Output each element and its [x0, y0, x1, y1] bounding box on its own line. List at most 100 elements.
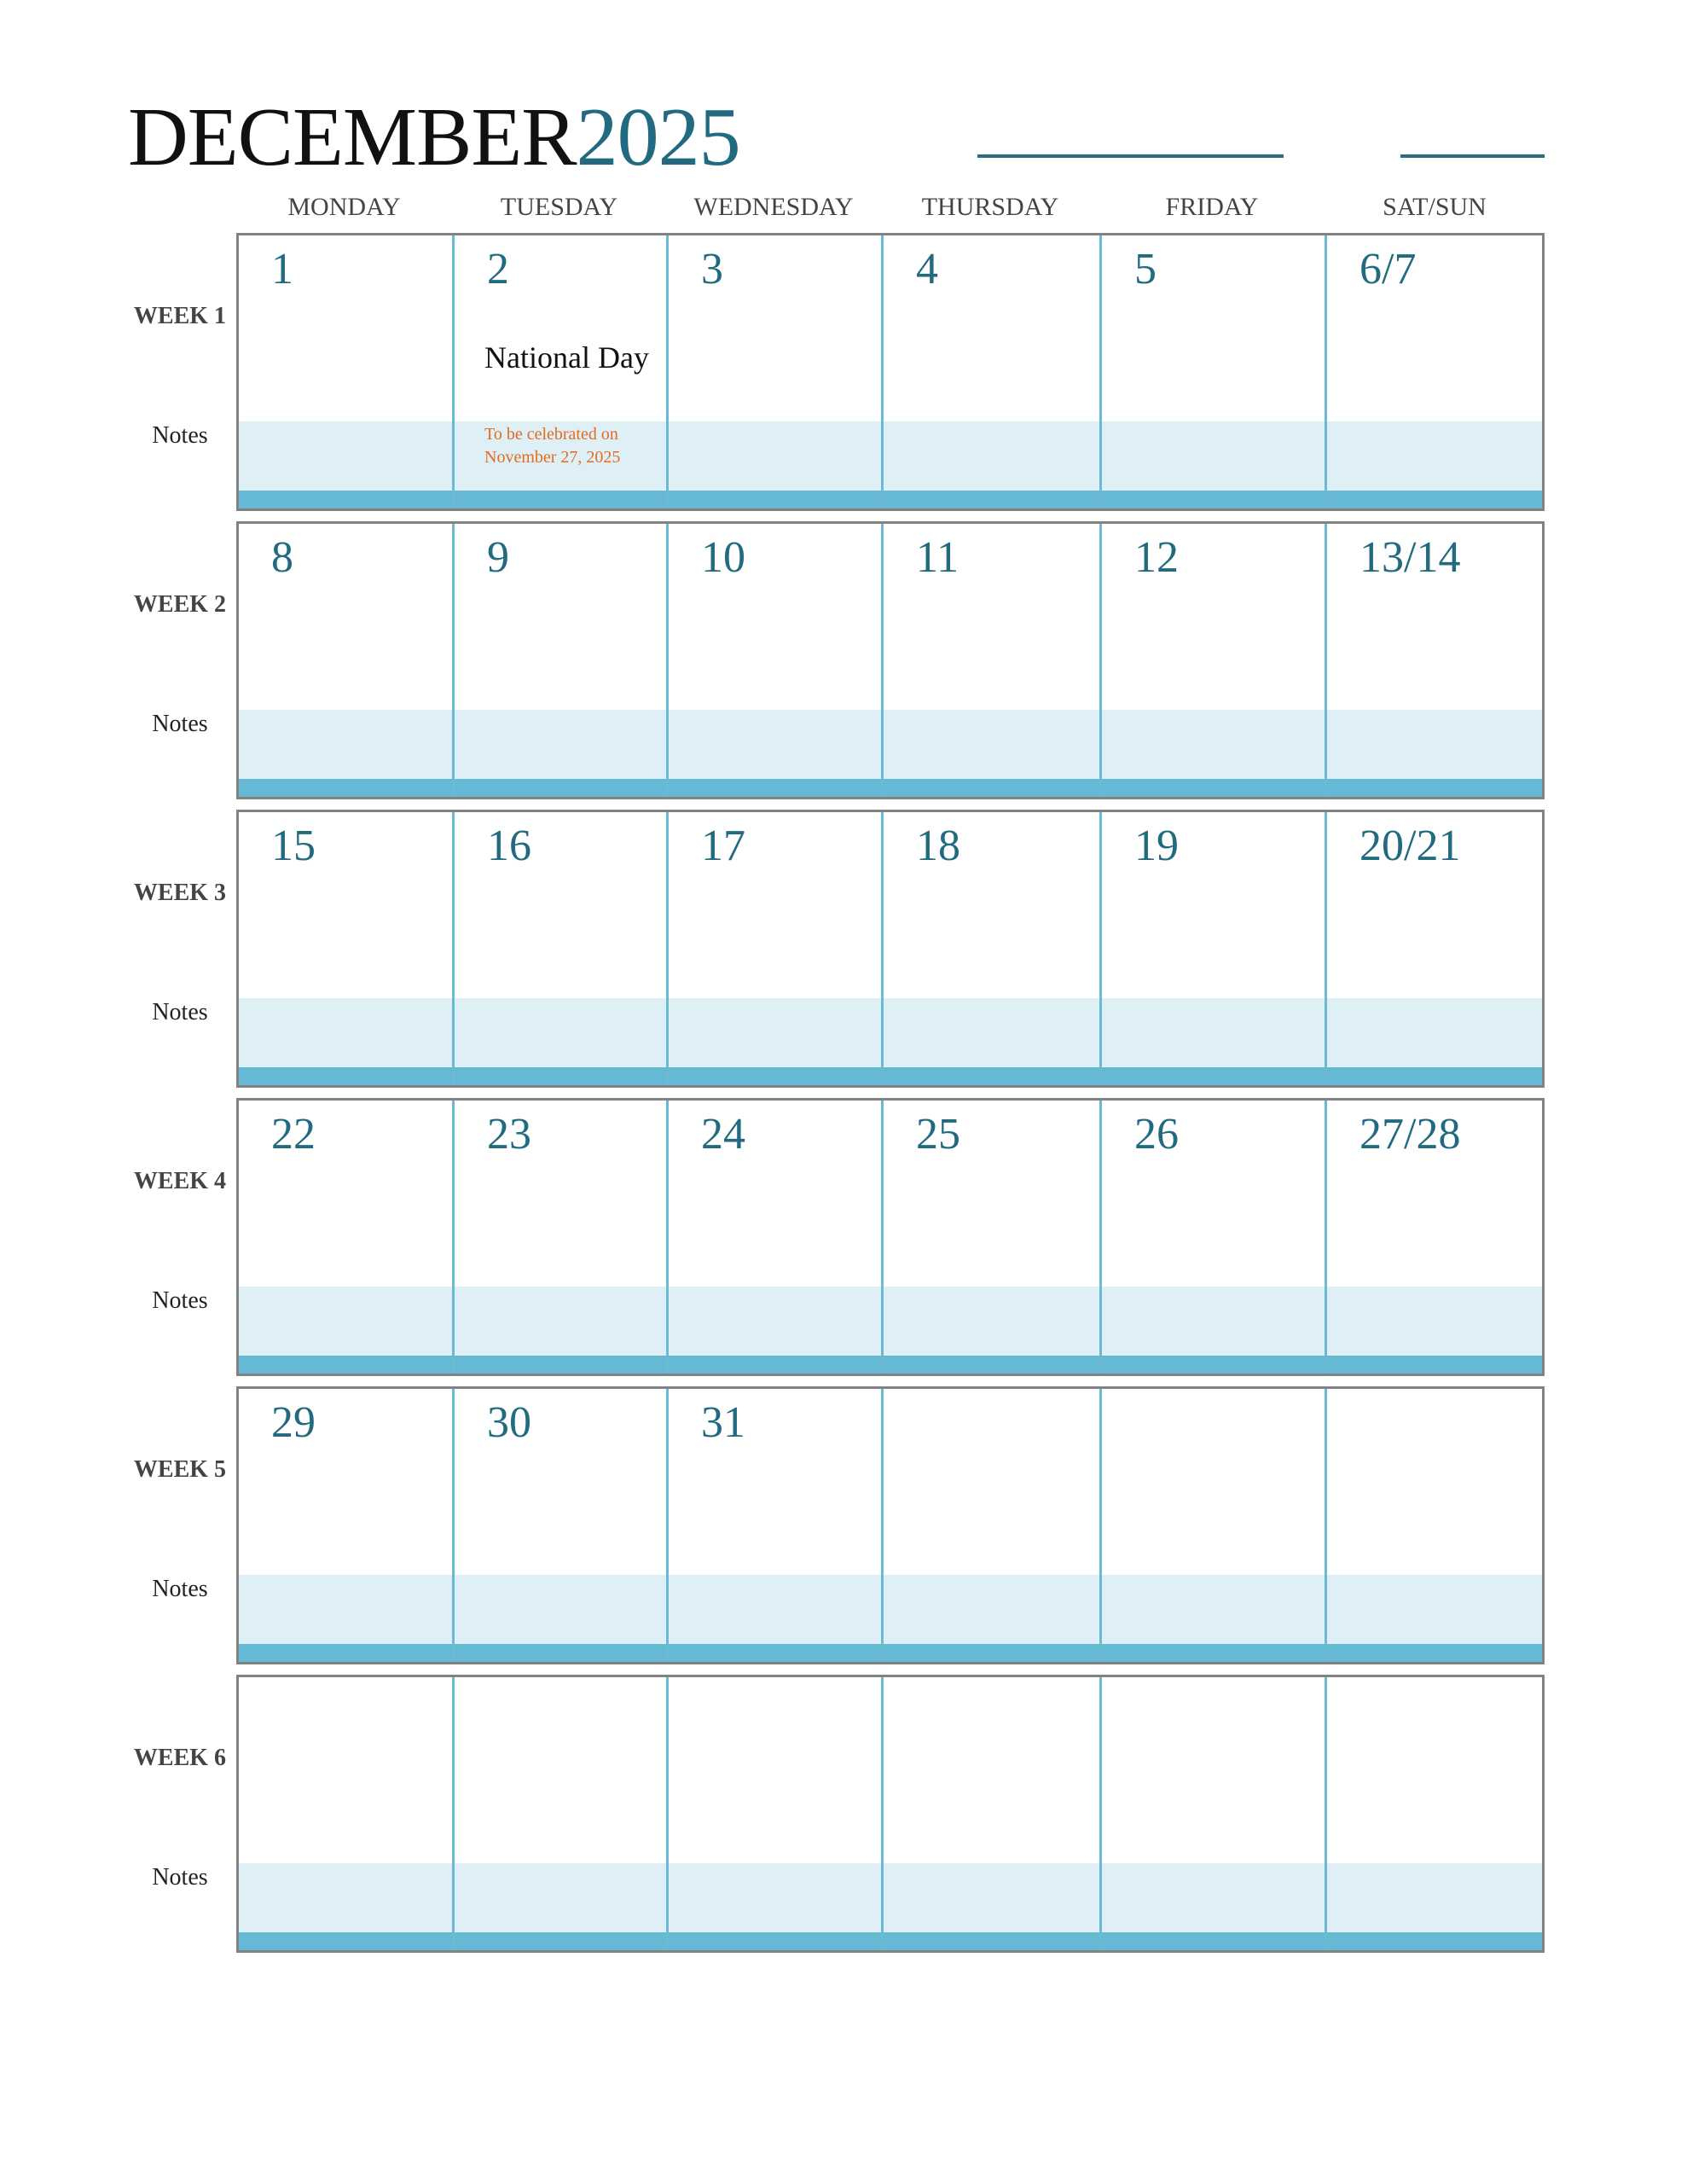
- day-number[interactable]: 10: [701, 533, 745, 582]
- column-divider: [452, 524, 455, 797]
- week-bar: [239, 779, 1542, 797]
- week-row: 1 2 3 4 5 6/7: [236, 233, 1545, 511]
- column-divider: [666, 1389, 669, 1662]
- column-divider: [1099, 524, 1102, 797]
- notes-band[interactable]: [239, 1575, 1542, 1647]
- week-bar: [239, 1644, 1542, 1662]
- title-year: 2025: [576, 91, 741, 183]
- day-number[interactable]: 16: [487, 822, 531, 870]
- notes-label: Notes: [152, 999, 208, 1025]
- column-divider: [452, 1389, 455, 1662]
- day-number[interactable]: 31: [701, 1398, 745, 1447]
- column-divider: [881, 524, 884, 797]
- day-number[interactable]: 29: [271, 1398, 316, 1447]
- column-divider: [666, 524, 669, 797]
- notes-label: Notes: [152, 1576, 208, 1602]
- day-number[interactable]: 8: [271, 533, 293, 582]
- day-header-friday: FRIDAY: [1165, 193, 1259, 221]
- day-number[interactable]: 22: [271, 1110, 316, 1159]
- week-label: WEEK 3: [133, 880, 227, 906]
- day-number[interactable]: 27/28: [1359, 1110, 1461, 1159]
- column-divider: [881, 1389, 884, 1662]
- week-row: [236, 1675, 1545, 1953]
- column-divider: [1099, 1101, 1102, 1374]
- day-number[interactable]: 26: [1134, 1110, 1179, 1159]
- day-number[interactable]: 20/21: [1359, 822, 1461, 870]
- notes-label: Notes: [152, 711, 208, 737]
- column-divider: [452, 812, 455, 1085]
- column-divider: [1325, 1101, 1327, 1374]
- day-number[interactable]: 6/7: [1359, 245, 1417, 293]
- column-divider: [1099, 1677, 1102, 1950]
- day-number[interactable]: 11: [916, 533, 959, 582]
- column-divider: [1099, 1389, 1102, 1662]
- date-underline-field[interactable]: [1400, 154, 1545, 158]
- column-divider: [1325, 812, 1327, 1085]
- column-divider: [1325, 1389, 1327, 1662]
- column-divider: [881, 235, 884, 508]
- day-number[interactable]: 30: [487, 1398, 531, 1447]
- column-divider: [1325, 524, 1327, 797]
- day-number[interactable]: 13/14: [1359, 533, 1461, 582]
- column-divider: [881, 1677, 884, 1950]
- notes-band[interactable]: [239, 998, 1542, 1070]
- day-number[interactable]: 25: [916, 1110, 960, 1159]
- column-divider: [666, 235, 669, 508]
- day-header-monday: MONDAY: [287, 193, 401, 221]
- day-number[interactable]: 12: [1134, 533, 1179, 582]
- notes-band[interactable]: [239, 421, 1542, 493]
- week-bar: [239, 491, 1542, 508]
- day-number[interactable]: 17: [701, 822, 745, 870]
- page-title: DECEMBER2025: [128, 96, 741, 179]
- title-month: DECEMBER: [128, 91, 577, 183]
- day-number[interactable]: 23: [487, 1110, 531, 1159]
- notes-band[interactable]: [239, 1287, 1542, 1358]
- column-divider: [666, 812, 669, 1085]
- event-note-line: To be celebrated on: [484, 425, 618, 444]
- week-label: WEEK 4: [133, 1168, 227, 1194]
- day-number[interactable]: 1: [271, 245, 293, 293]
- week-row: 22 23 24 25 26 27/28: [236, 1098, 1545, 1376]
- week-row: 29 30 31: [236, 1386, 1545, 1664]
- week-label: WEEK 2: [133, 591, 227, 618]
- day-header-thursday: THURSDAY: [921, 193, 1059, 221]
- day-number[interactable]: 4: [916, 245, 938, 293]
- day-number[interactable]: 18: [916, 822, 960, 870]
- day-number[interactable]: 2: [487, 245, 509, 293]
- day-header-wednesday: WEDNESDAY: [693, 193, 854, 221]
- week-bar: [239, 1932, 1542, 1950]
- event-note-line: November 27, 2025: [484, 448, 621, 467]
- column-divider: [452, 1101, 455, 1374]
- week-bar: [239, 1067, 1542, 1085]
- notes-label: Notes: [152, 1287, 208, 1314]
- week-row: 15 16 17 18 19 20/21: [236, 810, 1545, 1088]
- day-header-sat-sun: SAT/SUN: [1383, 193, 1487, 221]
- column-divider: [452, 235, 455, 508]
- column-divider: [666, 1677, 669, 1950]
- day-number[interactable]: 3: [701, 245, 723, 293]
- week-label: WEEK 6: [133, 1745, 227, 1771]
- event-title[interactable]: National Day: [484, 340, 649, 375]
- notes-label: Notes: [152, 1864, 208, 1891]
- column-divider: [1325, 1677, 1327, 1950]
- column-divider: [666, 1101, 669, 1374]
- week-label: WEEK 5: [133, 1456, 227, 1483]
- day-number[interactable]: 5: [1134, 245, 1157, 293]
- notes-band[interactable]: [239, 1863, 1542, 1935]
- column-divider: [881, 812, 884, 1085]
- column-divider: [1325, 235, 1327, 508]
- notes-band[interactable]: [239, 710, 1542, 781]
- notes-label: Notes: [152, 422, 208, 449]
- day-number[interactable]: 24: [701, 1110, 745, 1159]
- column-divider: [881, 1101, 884, 1374]
- day-header-tuesday: TUESDAY: [500, 193, 618, 221]
- day-number[interactable]: 15: [271, 822, 316, 870]
- day-number[interactable]: 9: [487, 533, 509, 582]
- name-underline-field[interactable]: [977, 154, 1284, 158]
- column-divider: [452, 1677, 455, 1950]
- column-divider: [1099, 812, 1102, 1085]
- week-bar: [239, 1356, 1542, 1374]
- week-label: WEEK 1: [133, 303, 227, 329]
- day-number[interactable]: 19: [1134, 822, 1179, 870]
- column-divider: [1099, 235, 1102, 508]
